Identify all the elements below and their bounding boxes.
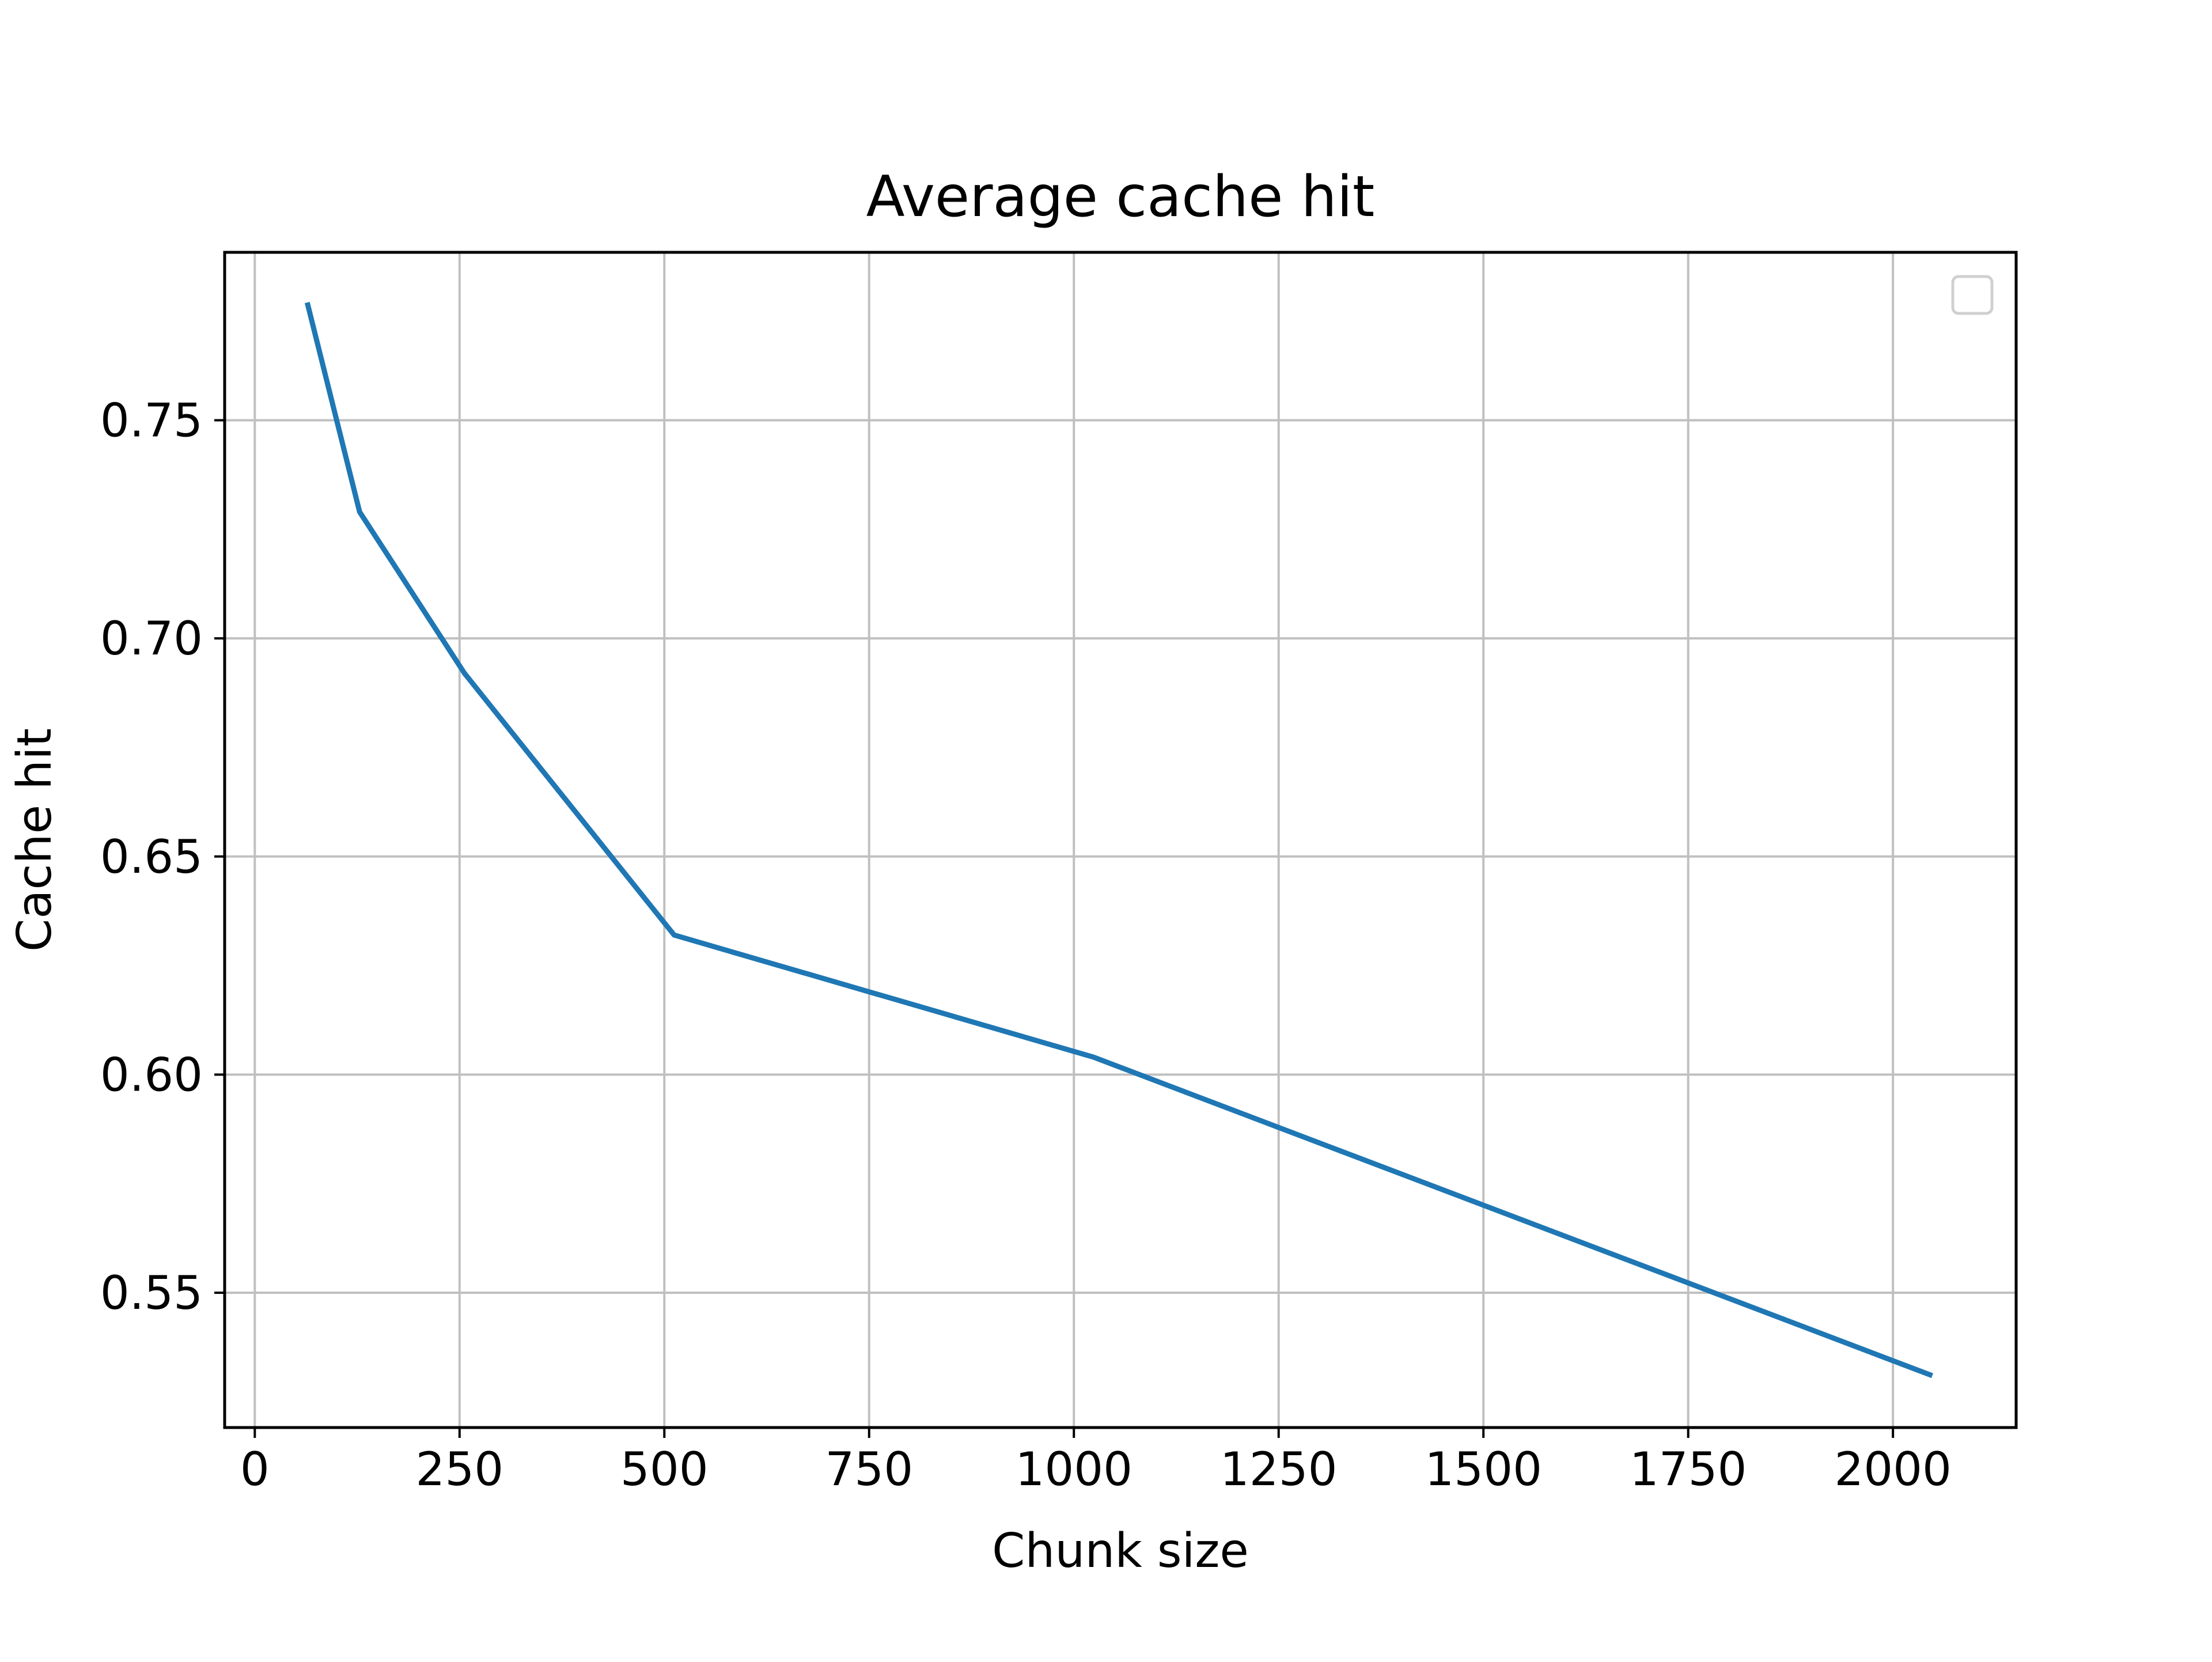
x-axis-label: Chunk size xyxy=(992,1524,1249,1578)
x-tick-label: 2000 xyxy=(1834,1443,1952,1496)
y-axis-label: Cache hit xyxy=(7,728,62,952)
x-tick-label: 500 xyxy=(620,1443,709,1496)
x-tick-label: 0 xyxy=(240,1443,270,1496)
y-tick-label: 0.70 xyxy=(100,612,203,665)
x-tick-label: 1250 xyxy=(1220,1443,1338,1496)
x-tick-label: 1000 xyxy=(1015,1443,1132,1496)
series-lines xyxy=(304,302,1933,1379)
y-tick-label: 0.75 xyxy=(100,394,203,448)
y-tick-label: 0.60 xyxy=(100,1048,203,1101)
y-tick-label: 0.65 xyxy=(100,830,203,884)
chart-title: Average cache hit xyxy=(866,164,1375,230)
x-tick-label: 1500 xyxy=(1425,1443,1542,1496)
axis-ticks: 0 250 500 750 1000 1250 1500 1750 2000 0.55 0.60 0.… xyxy=(100,394,1952,1496)
x-tick-label: 750 xyxy=(825,1443,913,1496)
x-tick-label: 250 xyxy=(415,1443,503,1496)
y-tick-label: 0.55 xyxy=(100,1266,203,1320)
series-line-0 xyxy=(304,302,1933,1379)
x-tick-label: 1750 xyxy=(1630,1443,1747,1496)
grid-lines xyxy=(225,252,2016,1428)
legend-box xyxy=(1951,275,1994,315)
legend xyxy=(1951,275,1994,315)
plot-frame xyxy=(223,251,2018,1429)
